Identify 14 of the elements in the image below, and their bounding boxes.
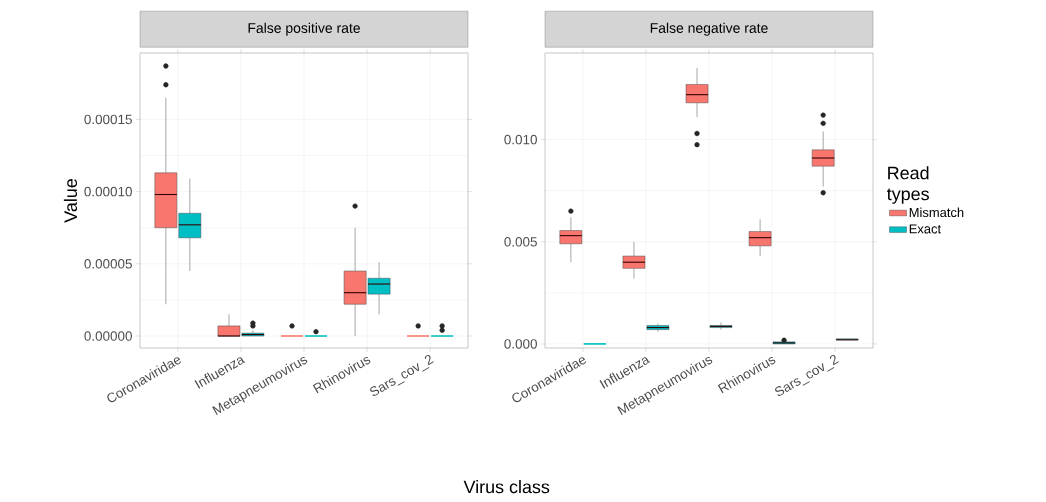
legend-title: Read types <box>886 166 929 204</box>
legend-label: Exact <box>909 224 942 234</box>
chart-title: False negative rate <box>650 22 768 36</box>
y-axis-title: Value <box>63 179 78 223</box>
x-axis-title: Virus class <box>463 480 550 494</box>
legend-label: Mismatch <box>909 207 964 218</box>
y-tick-label: 0.00015 <box>84 114 132 125</box>
y-tick-label: 0.005 <box>504 237 537 247</box>
y-tick-label: 0.00005 <box>84 259 132 269</box>
y-tick-label: 0.000 <box>504 339 537 349</box>
y-tick-label: 0.00000 <box>84 331 132 341</box>
y-tick-label: 0.00010 <box>84 186 132 197</box>
chart-title: False positive rate <box>248 22 360 36</box>
y-tick-label: 0.010 <box>504 134 537 145</box>
